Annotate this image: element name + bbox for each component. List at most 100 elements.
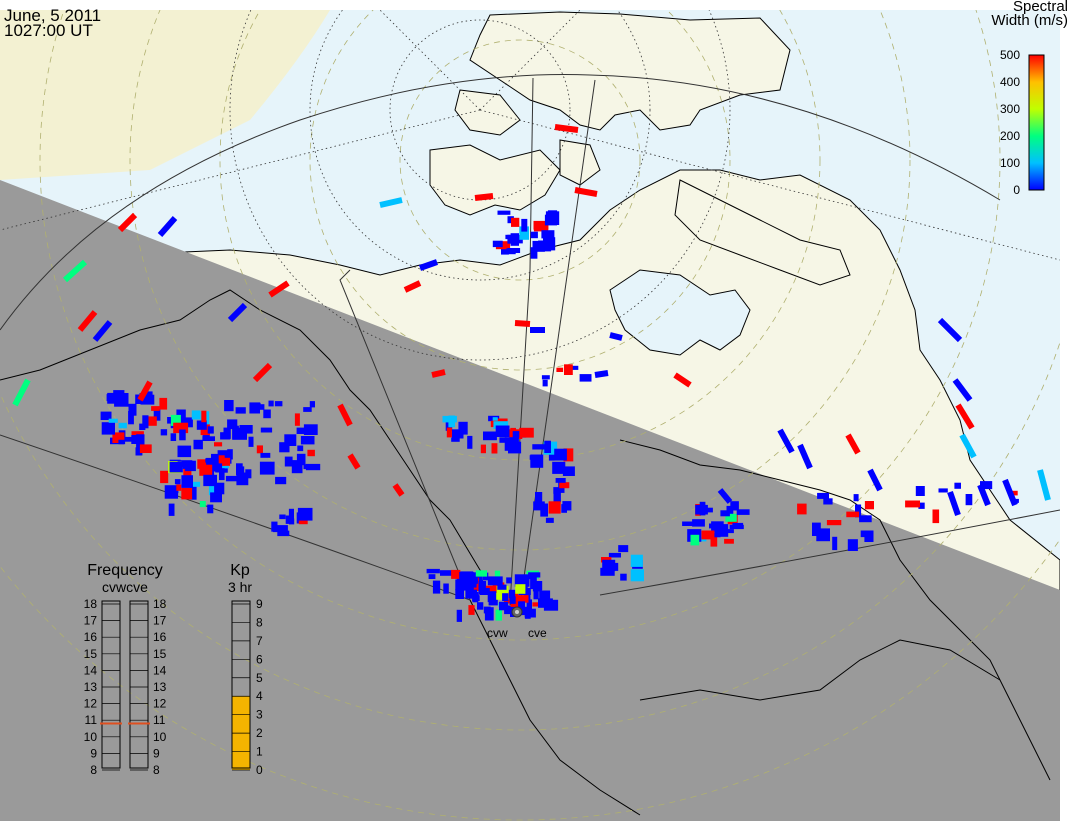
kp-title: Kp: [230, 562, 250, 579]
scatter-cell: [553, 487, 559, 494]
scatter-cell: [484, 607, 494, 621]
scatter-cell: [106, 394, 114, 402]
scatter-cell: [709, 523, 715, 529]
scatter-cell: [177, 445, 192, 458]
scatter-cell: [219, 468, 225, 481]
scatter-streak: [92, 320, 113, 342]
scatter-cell: [826, 520, 842, 526]
scatter-cell: [519, 427, 534, 438]
scatter-cell: [530, 247, 538, 259]
scatter-cell: [173, 422, 189, 434]
scatter-cell: [225, 475, 237, 482]
scatter-cell: [260, 427, 273, 433]
scatter-cell: [487, 576, 503, 586]
scatter-cell: [451, 437, 460, 442]
scatter-cell: [732, 522, 744, 528]
scatter-cell: [227, 419, 238, 430]
scatter-cell: [519, 226, 529, 240]
scatter-cell: [630, 569, 644, 582]
frequency-tick-label-right: 13: [153, 680, 167, 694]
scatter-cell: [479, 587, 490, 595]
scatter-streak: [673, 372, 692, 388]
scatter-cell: [277, 530, 290, 537]
frequency-bar-cvw: [101, 600, 121, 769]
scatter-cell: [548, 501, 561, 514]
scatter-cell: [532, 240, 545, 252]
scatter-cell: [499, 601, 509, 611]
frequency-ticks: 18 18 17 17 16 16 15 15 14 14 13 13 12 12 11 11 10 10 9 9 8 8: [84, 597, 167, 777]
scatter-cell: [183, 467, 192, 481]
scatter-cell: [554, 448, 567, 461]
scatter-cell: [191, 410, 201, 420]
scatter-cell: [556, 367, 564, 372]
scatter-cell: [832, 536, 838, 551]
scatter-cell: [224, 400, 234, 412]
scatter-streak: [252, 362, 273, 383]
scatter-cell: [497, 210, 511, 215]
scatter-cell: [153, 406, 161, 421]
scatter-cell: [618, 545, 629, 553]
scatter-cell: [259, 461, 275, 475]
scatter-cell: [938, 488, 948, 493]
frequency-tick-label-left: 16: [84, 630, 98, 644]
colorbar-title-line1: Spectral: [1012, 0, 1068, 15]
scatter-cell: [185, 460, 196, 472]
scatter-cell: [915, 486, 925, 496]
scatter-cell: [533, 581, 543, 591]
scatter-cell: [497, 584, 507, 590]
scatter-streak: [227, 302, 248, 323]
scatter-cell: [456, 609, 462, 622]
kp-tick-label: 2: [256, 726, 263, 740]
scatter-cell: [736, 509, 750, 515]
frequency-tick-label-right: 9: [153, 746, 160, 760]
scatter-cell: [207, 426, 214, 434]
scatter-cell: [506, 577, 512, 584]
colorbar-tick-label: 400: [1000, 75, 1020, 89]
date-label: June, 5 2011: [4, 6, 102, 25]
scatter-cell: [485, 585, 497, 593]
scatter-streak: [777, 428, 795, 454]
scatter-cell: [169, 461, 183, 473]
scatter-cell: [160, 429, 168, 436]
nightside-region: [0, 180, 1060, 821]
scatter-cell: [218, 455, 225, 466]
scatter-streak: [379, 197, 403, 208]
scatter-cell: [620, 573, 627, 581]
scatter-cell: [432, 580, 441, 594]
scatter-cell: [509, 596, 516, 604]
scatter-cell: [214, 442, 223, 447]
scatter-cell: [199, 464, 213, 476]
scatter-streak: [955, 403, 975, 430]
scatter-cell: [288, 508, 294, 521]
scatter-cell: [223, 427, 231, 439]
frequency-title: Frequency: [87, 562, 163, 579]
scatter-streak: [947, 491, 961, 516]
scatter-cell: [853, 494, 859, 502]
scatter-cell: [492, 240, 503, 248]
scatter-cell: [530, 454, 544, 468]
scatter-cell: [196, 420, 207, 430]
scatter-cell: [100, 411, 112, 420]
scatter-cell: [461, 584, 474, 591]
scatter-streak: [845, 433, 861, 455]
scatter-cell: [468, 594, 480, 599]
scatter-cell: [131, 435, 145, 444]
scatter-cell: [128, 403, 137, 416]
scatter-cell: [197, 459, 207, 469]
frequency-tick-label-right: 17: [153, 614, 167, 628]
scatter-cell: [190, 486, 197, 500]
scatter-cell: [547, 210, 558, 220]
scatter-cell: [477, 602, 484, 610]
scatter-streak: [337, 403, 353, 427]
scatter-cell: [199, 501, 206, 508]
scatter-cell: [214, 482, 225, 495]
scatter-cell: [571, 365, 579, 370]
scatter-cell: [859, 515, 872, 523]
scatter-cell: [101, 422, 115, 435]
frequency-tick-label-right: 14: [153, 663, 167, 677]
scatter-cell: [451, 569, 461, 579]
scatter-cell: [601, 557, 612, 563]
scatter-cells: [12, 124, 1051, 622]
